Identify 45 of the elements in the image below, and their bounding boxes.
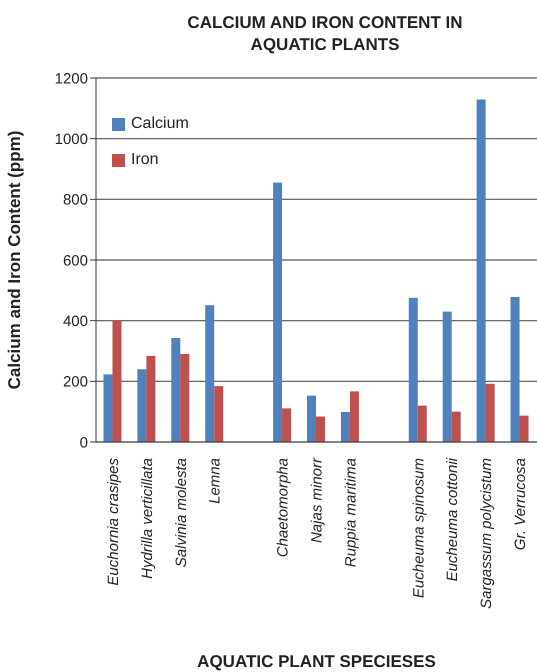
x-tick-label: Eucheuma cottonii xyxy=(444,457,462,582)
y-tick-label: 200 xyxy=(62,374,88,391)
x-tick-label: Najas minorr xyxy=(308,457,326,544)
y-axis-title: Calcium and Iron Content (ppm) xyxy=(5,130,24,390)
bar xyxy=(103,374,112,442)
y-tick-label: 600 xyxy=(62,252,88,270)
bar xyxy=(350,391,359,442)
x-axis-title: AQUATIC PLANT SPECIESES xyxy=(196,652,437,672)
x-tick-label: Lemna xyxy=(206,458,224,504)
bar xyxy=(137,369,146,442)
bar xyxy=(214,386,224,442)
x-tick-label: Gr. Verrucosa xyxy=(512,458,530,550)
x-tick-label: Eucheuma spinosum xyxy=(410,458,428,598)
chart-title: CALCIUM AND IRON CONTENT IN AQUATIC PLANTS xyxy=(186,12,464,56)
bar xyxy=(476,100,486,442)
bar xyxy=(307,396,316,442)
bar xyxy=(408,298,418,442)
x-tick-label: Chaetomorpha xyxy=(274,458,292,558)
bar xyxy=(340,412,350,442)
bar xyxy=(273,182,282,442)
bar xyxy=(520,416,529,442)
y-tick-label: 1000 xyxy=(54,130,88,148)
bar xyxy=(442,312,452,442)
x-tick-label: Sargassum polycistum xyxy=(478,458,496,609)
bar xyxy=(112,320,122,442)
y-tick-label: 800 xyxy=(62,192,88,209)
y-tick-label: 400 xyxy=(62,312,88,330)
legend-label: Calcium xyxy=(130,114,189,134)
bar xyxy=(282,408,292,442)
legend-label: Iron xyxy=(130,150,160,170)
x-tick-label: Ruppia maritima xyxy=(342,458,360,568)
bar xyxy=(452,412,461,442)
bar xyxy=(146,356,156,442)
bar xyxy=(316,416,325,442)
bar xyxy=(510,297,520,442)
y-tick-label: 1200 xyxy=(54,70,88,88)
bar xyxy=(205,305,214,442)
bar xyxy=(171,338,180,442)
x-tick-label: Salvinia molesta xyxy=(172,458,190,568)
bar xyxy=(418,406,427,442)
y-tick-label: 0 xyxy=(80,434,88,452)
bar xyxy=(180,354,190,442)
x-tick-label: Hydrilla verticillata xyxy=(138,458,156,579)
bar xyxy=(486,384,495,442)
x-tick-label: Euchornia crasipes xyxy=(104,458,122,586)
